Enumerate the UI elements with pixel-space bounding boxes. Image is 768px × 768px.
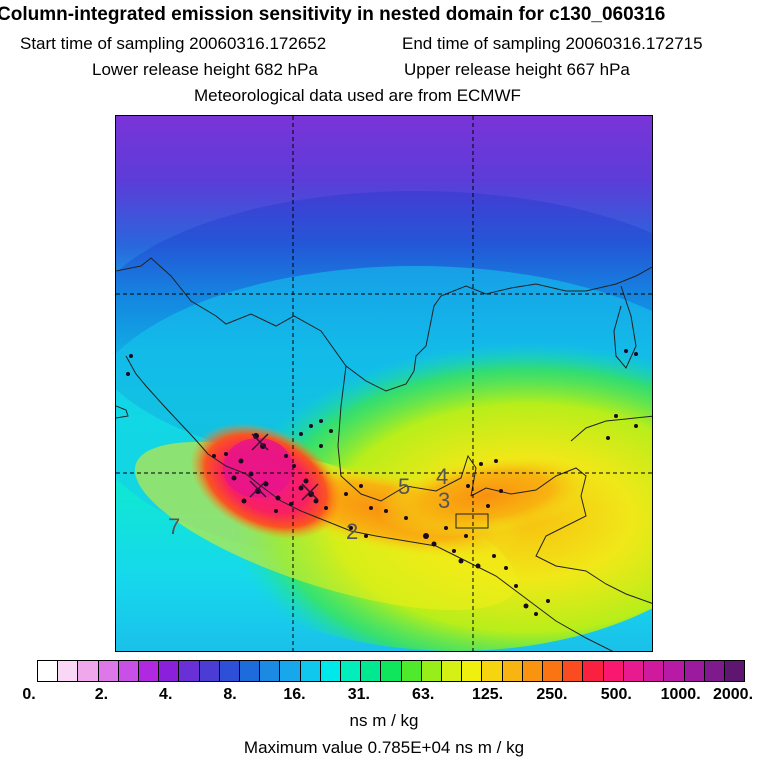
colorbar-cell xyxy=(280,661,301,681)
lat-lon-grid xyxy=(116,116,652,651)
colorbar-tick-label: 63. xyxy=(412,686,435,703)
colorbar-cell xyxy=(159,661,180,681)
orange-plume-east xyxy=(376,455,596,537)
region-label-3: 3 xyxy=(438,488,450,513)
release-points xyxy=(126,349,638,616)
end-time-label: End time of sampling 20060316.172715 xyxy=(402,34,703,53)
magenta-core xyxy=(223,438,293,498)
colorbar-tick-label: 16. xyxy=(283,686,306,703)
colorbar-cell xyxy=(320,661,342,681)
colorbar-cell xyxy=(78,661,99,681)
coastlines xyxy=(116,257,652,651)
map-canvas: 7 2 5 4 3 xyxy=(116,116,652,651)
colorbar-cell xyxy=(300,661,321,681)
colorbar-cell xyxy=(38,661,59,681)
region-label-5: 5 xyxy=(398,474,410,499)
colorbar-cell xyxy=(704,661,725,681)
region-label-4: 4 xyxy=(436,464,448,489)
colorbar-tick-label: 500. xyxy=(600,686,632,703)
colorbar-cell xyxy=(341,661,362,681)
colorbar-cell xyxy=(623,661,645,681)
colorbar-cell xyxy=(381,661,402,681)
colorbar-cell xyxy=(401,661,422,681)
colorbar-cell xyxy=(98,661,119,681)
colorbar-cell xyxy=(502,661,523,681)
region-label-7: 7 xyxy=(168,514,180,539)
colorbar-tick-label: 125. xyxy=(471,686,504,703)
colorbar-cell xyxy=(482,661,503,681)
colorbar-tick-label: 2. xyxy=(94,686,109,703)
colorbar-tick-label: 31. xyxy=(347,686,370,703)
start-time-label: Start time of sampling 20060316.172652 xyxy=(20,34,327,53)
colorbar-cell xyxy=(543,661,564,681)
colorbar-units: ns m / kg xyxy=(349,711,419,730)
colorbar xyxy=(37,660,745,682)
colorbar-cell xyxy=(522,661,544,681)
colorbar-cell xyxy=(139,661,160,681)
colorbar-cell xyxy=(58,661,79,681)
maximum-value-label: Maximum value 0.785E+04 ns m / kg xyxy=(243,738,525,757)
colorbar-cell xyxy=(462,661,483,681)
colorbar-tick-label: 4. xyxy=(159,686,173,703)
colorbar-cell xyxy=(442,661,463,681)
colorbar-tick-label: 0. xyxy=(22,686,36,703)
colorbar-tick-label: 1000. xyxy=(660,686,701,703)
colorbar-tick-label: 2000. xyxy=(712,686,754,703)
colorbar-cell xyxy=(563,661,584,681)
plot-title: Column-integrated emission sensitivity i… xyxy=(0,4,666,25)
colorbar-cell xyxy=(260,661,281,681)
colorbar-cell xyxy=(684,661,705,681)
colorbar-cell xyxy=(361,661,382,681)
colorbar-cell xyxy=(644,661,665,681)
colorbar-cell xyxy=(118,661,140,681)
upper-release-height-label: Upper release height 667 hPa xyxy=(404,60,630,79)
colorbar-cell xyxy=(603,661,624,681)
colorbar-cell xyxy=(219,661,241,681)
colorbar-tick-label: 8. xyxy=(223,686,237,703)
colorbar-cell xyxy=(664,661,685,681)
met-data-label: Meteorological data used are from ECMWF xyxy=(194,86,521,105)
emission-sensitivity-map: 7 2 5 4 3 xyxy=(115,115,653,652)
region-label-2: 2 xyxy=(346,519,358,544)
colorbar-cell xyxy=(421,661,443,681)
colorbar-cell xyxy=(724,661,745,681)
source-markers xyxy=(249,433,319,501)
colorbar-cell xyxy=(240,661,261,681)
lower-release-height-label: Lower release height 682 hPa xyxy=(92,60,318,79)
colorbar-cell xyxy=(179,661,200,681)
colorbar-cell xyxy=(199,661,220,681)
colorbar-tick-label: 250. xyxy=(536,686,568,703)
colorbar-cell xyxy=(583,661,604,681)
